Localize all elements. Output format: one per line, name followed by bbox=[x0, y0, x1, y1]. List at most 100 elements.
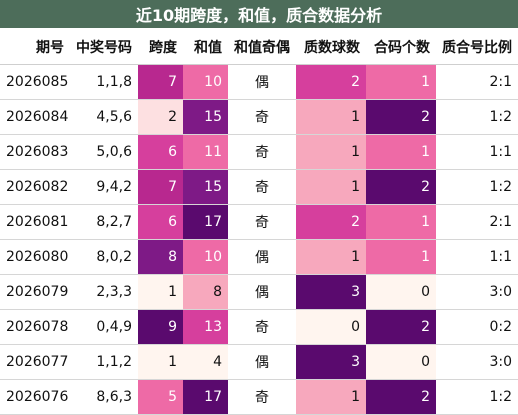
sum-cell: 10 bbox=[183, 239, 228, 275]
numbers-cell: 4,5,6 bbox=[70, 99, 138, 135]
span-cell: 7 bbox=[138, 64, 183, 100]
header-parity: 和值奇偶 bbox=[228, 29, 296, 65]
issue-cell: 2026083 bbox=[0, 134, 70, 170]
header-numbers: 中奖号码 bbox=[70, 29, 138, 65]
issue-cell: 2026081 bbox=[0, 204, 70, 240]
span-cell: 7 bbox=[138, 169, 183, 205]
table-row: 2026076 8,6,3 5 17 奇 1 2 1:2 bbox=[0, 379, 518, 415]
table-row: 2026081 8,2,7 6 17 奇 2 1 2:1 bbox=[0, 204, 518, 240]
table-row: 2026085 1,1,8 7 10 偶 2 1 2:1 bbox=[0, 64, 518, 100]
composite-count-cell: 2 bbox=[366, 99, 436, 135]
parity-cell: 偶 bbox=[228, 239, 296, 275]
page-title: 近10期跨度，和值，质合数据分析 bbox=[0, 0, 518, 28]
ratio-cell: 0:2 bbox=[436, 309, 518, 345]
parity-cell: 奇 bbox=[228, 99, 296, 135]
parity-cell: 奇 bbox=[228, 169, 296, 205]
ratio-cell: 3:0 bbox=[436, 344, 518, 380]
header-ratio: 质合号比例 bbox=[436, 29, 518, 65]
parity-cell: 偶 bbox=[228, 64, 296, 100]
table-row: 2026083 5,0,6 6 11 奇 1 1 1:1 bbox=[0, 134, 518, 170]
composite-count-cell: 2 bbox=[366, 169, 436, 205]
table-row: 2026082 9,4,2 7 15 奇 1 2 1:2 bbox=[0, 169, 518, 205]
span-cell: 1 bbox=[138, 274, 183, 310]
numbers-cell: 8,0,2 bbox=[70, 239, 138, 275]
parity-cell: 奇 bbox=[228, 204, 296, 240]
numbers-cell: 1,1,2 bbox=[70, 344, 138, 380]
sum-cell: 17 bbox=[183, 204, 228, 240]
ratio-cell: 3:0 bbox=[436, 274, 518, 310]
prime-count-cell: 2 bbox=[296, 64, 366, 100]
numbers-cell: 2,3,3 bbox=[70, 274, 138, 310]
ratio-cell: 2:1 bbox=[436, 64, 518, 100]
composite-count-cell: 1 bbox=[366, 64, 436, 100]
issue-cell: 2026085 bbox=[0, 64, 70, 100]
numbers-cell: 0,4,9 bbox=[70, 309, 138, 345]
span-cell: 5 bbox=[138, 379, 183, 415]
numbers-cell: 8,6,3 bbox=[70, 379, 138, 415]
issue-cell: 2026084 bbox=[0, 99, 70, 135]
sum-cell: 11 bbox=[183, 134, 228, 170]
span-cell: 6 bbox=[138, 204, 183, 240]
ratio-cell: 1:2 bbox=[436, 169, 518, 205]
span-cell: 1 bbox=[138, 344, 183, 380]
table-row: 2026084 4,5,6 2 15 奇 1 2 1:2 bbox=[0, 99, 518, 135]
ratio-cell: 1:1 bbox=[436, 134, 518, 170]
composite-count-cell: 0 bbox=[366, 274, 436, 310]
prime-count-cell: 1 bbox=[296, 239, 366, 275]
sum-cell: 8 bbox=[183, 274, 228, 310]
issue-cell: 2026078 bbox=[0, 309, 70, 345]
sum-cell: 17 bbox=[183, 379, 228, 415]
header-prime: 质数球数 bbox=[296, 29, 366, 65]
prime-count-cell: 1 bbox=[296, 99, 366, 135]
prime-count-cell: 0 bbox=[296, 309, 366, 345]
table-row: 2026080 8,0,2 8 10 偶 1 1 1:1 bbox=[0, 239, 518, 275]
prime-count-cell: 2 bbox=[296, 204, 366, 240]
issue-cell: 2026080 bbox=[0, 239, 70, 275]
table-row: 2026079 2,3,3 1 8 偶 3 0 3:0 bbox=[0, 274, 518, 310]
sum-cell: 13 bbox=[183, 309, 228, 345]
issue-cell: 2026079 bbox=[0, 274, 70, 310]
span-cell: 8 bbox=[138, 239, 183, 275]
numbers-cell: 8,2,7 bbox=[70, 204, 138, 240]
header-span: 跨度 bbox=[138, 29, 183, 65]
prime-count-cell: 3 bbox=[296, 344, 366, 380]
composite-count-cell: 2 bbox=[366, 309, 436, 345]
sum-cell: 10 bbox=[183, 64, 228, 100]
table-row: 2026078 0,4,9 9 13 奇 0 2 0:2 bbox=[0, 309, 518, 345]
prime-count-cell: 1 bbox=[296, 134, 366, 170]
prime-count-cell: 1 bbox=[296, 379, 366, 415]
header-issue: 期号 bbox=[0, 29, 70, 65]
sum-cell: 4 bbox=[183, 344, 228, 380]
sum-cell: 15 bbox=[183, 169, 228, 205]
numbers-cell: 9,4,2 bbox=[70, 169, 138, 205]
table-header-row: 期号 中奖号码 跨度 和值 和值奇偶 质数球数 合码个数 质合号比例 bbox=[0, 29, 518, 65]
span-cell: 6 bbox=[138, 134, 183, 170]
span-cell: 9 bbox=[138, 309, 183, 345]
ratio-cell: 2:1 bbox=[436, 204, 518, 240]
parity-cell: 奇 bbox=[228, 309, 296, 345]
parity-cell: 偶 bbox=[228, 344, 296, 380]
analysis-table: 期号 中奖号码 跨度 和值 和值奇偶 质数球数 合码个数 质合号比例 20260… bbox=[0, 29, 518, 415]
composite-count-cell: 0 bbox=[366, 344, 436, 380]
parity-cell: 奇 bbox=[228, 134, 296, 170]
sum-cell: 15 bbox=[183, 99, 228, 135]
ratio-cell: 1:2 bbox=[436, 379, 518, 415]
numbers-cell: 5,0,6 bbox=[70, 134, 138, 170]
composite-count-cell: 1 bbox=[366, 134, 436, 170]
issue-cell: 2026076 bbox=[0, 379, 70, 415]
issue-cell: 2026082 bbox=[0, 169, 70, 205]
composite-count-cell: 2 bbox=[366, 379, 436, 415]
header-composite: 合码个数 bbox=[366, 29, 436, 65]
header-sum: 和值 bbox=[183, 29, 228, 65]
parity-cell: 奇 bbox=[228, 379, 296, 415]
composite-count-cell: 1 bbox=[366, 204, 436, 240]
table-row: 2026077 1,1,2 1 4 偶 3 0 3:0 bbox=[0, 344, 518, 380]
numbers-cell: 1,1,8 bbox=[70, 64, 138, 100]
span-cell: 2 bbox=[138, 99, 183, 135]
issue-cell: 2026077 bbox=[0, 344, 70, 380]
prime-count-cell: 1 bbox=[296, 169, 366, 205]
prime-count-cell: 3 bbox=[296, 274, 366, 310]
parity-cell: 偶 bbox=[228, 274, 296, 310]
ratio-cell: 1:1 bbox=[436, 239, 518, 275]
ratio-cell: 1:2 bbox=[436, 99, 518, 135]
